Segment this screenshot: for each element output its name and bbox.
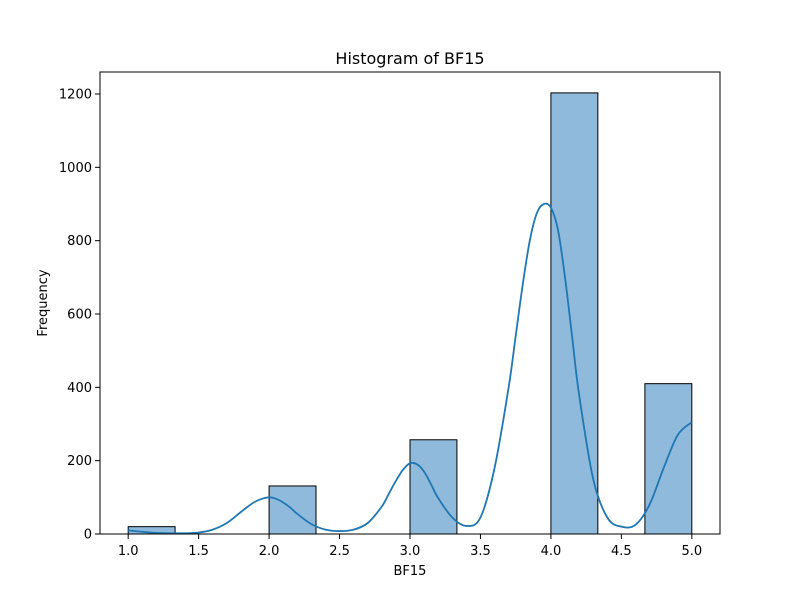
x-tick-label: 4.5	[611, 544, 632, 559]
y-tick-label: 1000	[59, 161, 92, 176]
y-tick-label: 0	[84, 528, 92, 543]
kde-group	[128, 202, 693, 535]
x-axis-label: BF15	[394, 564, 427, 579]
x-tick-label: 3.5	[470, 544, 491, 559]
bars-group	[127, 92, 693, 535]
x-tick-label: 5.0	[681, 544, 702, 559]
y-axis-ticks: 0 200 400 600 800 1000 1200	[59, 88, 100, 543]
y-axis-label: Frequency	[36, 269, 51, 336]
y-tick-label: 200	[67, 454, 92, 469]
y-tick-label: 600	[67, 308, 92, 323]
x-axis-ticks: 1.0 1.5 2.0 2.5 3.0 3.5 4.0 4.5 5.0	[118, 534, 702, 559]
y-tick-label: 800	[67, 234, 92, 249]
y-tick-label: 400	[67, 381, 92, 396]
x-tick-label: 3.0	[400, 544, 421, 559]
x-tick-label: 1.5	[188, 544, 209, 559]
x-tick-label: 2.0	[259, 544, 280, 559]
histogram-bar-6	[409, 439, 458, 535]
x-tick-label: 2.5	[329, 544, 350, 559]
chart-title: Histogram of BF15	[335, 49, 484, 68]
y-tick-label: 1200	[59, 88, 92, 103]
x-tick-label: 1.0	[118, 544, 139, 559]
histogram-bar-11	[644, 383, 693, 535]
kde-curve	[128, 202, 693, 535]
x-tick-label: 4.0	[541, 544, 562, 559]
